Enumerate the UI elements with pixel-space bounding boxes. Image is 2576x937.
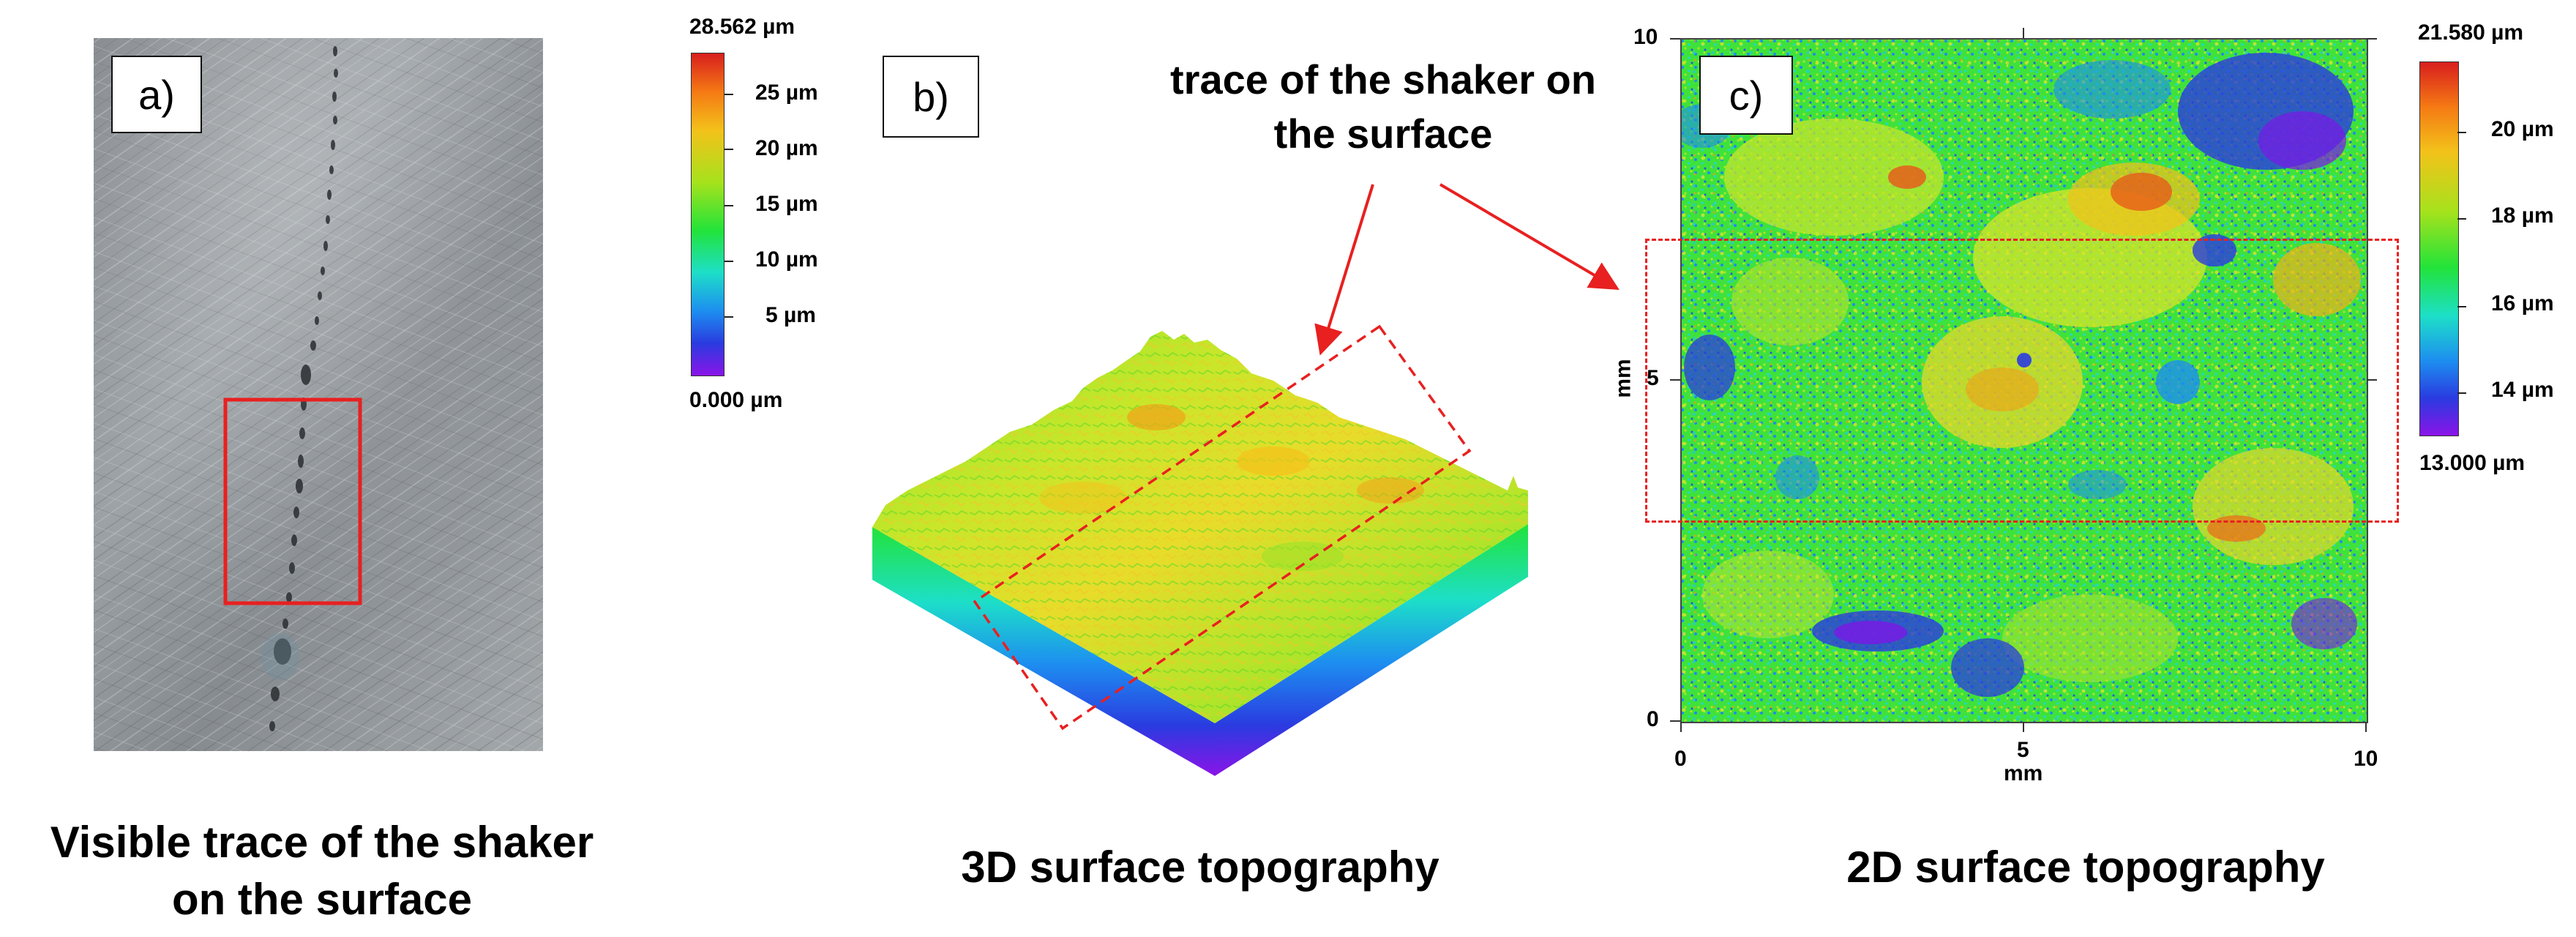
caption-a: Visible trace of the shaker on the surfa… [15, 814, 629, 928]
caption-c: 2D surface topography [1771, 839, 2400, 896]
highlight-box [223, 397, 362, 605]
map-frame [1680, 38, 2368, 723]
y-tick-10: 10 [1633, 25, 1658, 49]
arrow-to-2d [1439, 183, 1620, 291]
colorbar-3d-tick-4: 10 µm [755, 247, 818, 272]
colorbar-3d-tick-3: 15 µm [755, 192, 818, 216]
caption-a-line-2: on the surface [171, 875, 473, 924]
x-tick-5: 5 [2017, 738, 2029, 762]
colorbar-3d-tick-2: 20 µm [755, 136, 818, 160]
x-tick-0: 0 [1674, 747, 1687, 771]
colorbar-3d [691, 53, 724, 376]
annotation-line-2: the surface [1273, 111, 1493, 157]
photo-panel: a) [94, 38, 543, 751]
colorbar-2d-tick-2: 18 µm [2491, 204, 2554, 228]
y-tick-5: 5 [1647, 366, 1659, 390]
panel-label-a: a) [111, 56, 202, 133]
x-tick-10: 10 [2354, 747, 2378, 771]
metal-surface-photo [94, 38, 543, 751]
colorbar-2d-min-label: 13.000 µm [2419, 451, 2526, 475]
shaker-trace-annotation: trace of the shaker on the surface [1120, 53, 1647, 161]
colorbar-3d-tick-5: 5 µm [765, 303, 816, 327]
panel-label-b: b) [883, 56, 979, 138]
caption-b: 3D surface topography [878, 839, 1522, 896]
trace-2d-box [1645, 239, 2399, 523]
colorbar-2d-max-label: 21.580 µm [2418, 20, 2524, 45]
panel-label-c: c) [1699, 56, 1793, 135]
colorbar-2d-tick-3: 16 µm [2491, 291, 2554, 316]
colorbar-3d-max-label: 28.562 µm [689, 15, 795, 39]
y-axis-unit: mm [1611, 359, 1636, 398]
trace-3d-box [973, 324, 1472, 731]
colorbar-2d [2419, 61, 2459, 436]
colorbar-2d-tick-1: 20 µm [2491, 117, 2554, 141]
caption-b-line-1: 3D surface topography [961, 843, 1439, 892]
topography-map-2d [1680, 38, 2367, 722]
colorbar-3d-min-label: 0.000 µm [689, 388, 783, 412]
colorbar-2d-tick-4: 14 µm [2491, 378, 2554, 402]
caption-c-line-1: 2D surface topography [1846, 843, 2325, 892]
colorbar-3d-tick-1: 25 µm [755, 81, 818, 105]
x-axis-unit: mm [2004, 761, 2043, 785]
map-2d: c) [1680, 38, 2367, 722]
surface-3d-render [872, 324, 1528, 776]
annotation-line-1: trace of the shaker on [1170, 56, 1596, 102]
caption-a-line-1: Visible trace of the shaker [50, 818, 594, 867]
y-tick-0: 0 [1647, 707, 1659, 731]
